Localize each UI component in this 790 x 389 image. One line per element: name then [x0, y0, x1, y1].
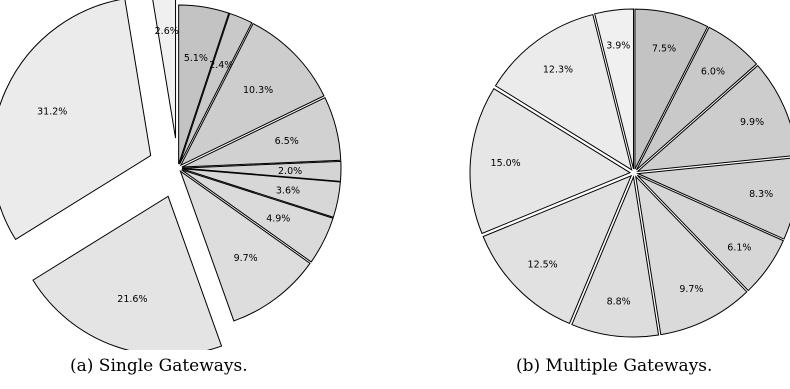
slice-label-1-3: 8.3% [749, 189, 773, 200]
pie-slice-1-4 [636, 174, 784, 292]
pie-slice-0-5 [181, 168, 341, 218]
pie-charts: 5.1%2.4% 10.3% 6.5% 2.0% 3.6% 4.9% 9.7% 21.6% 31… [0, 0, 790, 350]
pie-slice-1-2 [636, 64, 790, 173]
slice-label-1-0: 7.5% [652, 43, 676, 54]
pie-slice-1-7 [482, 174, 633, 325]
slice-label-0-3: 6.5% [275, 136, 299, 147]
slice-label-0-1: 2.4% [209, 60, 233, 71]
pie-slice-0-1 [179, 12, 253, 165]
slice-label-0-4: 2.0% [278, 166, 302, 177]
pie-slice-0-2 [179, 22, 325, 167]
pie-slice-1-6 [571, 175, 660, 338]
slice-label-0-7: 9.7% [234, 253, 258, 264]
slice-label-1-10: 3.9% [606, 41, 630, 52]
pie-slice-1-8 [469, 87, 632, 235]
slice-label-1-7: 12.5% [528, 259, 558, 270]
slice-label-1-4: 6.1% [727, 243, 751, 254]
pie-slice-1-3 [636, 157, 790, 240]
slice-label-0-2: 10.3% [243, 85, 273, 96]
slice-label-0-10: 2.6% [155, 26, 179, 37]
pie-chart-multiple-gateways: 7.5% 6.0% 9.9% 8.3% 6.1% 9.7% 8.8% 12.5% 15.0% 12… [469, 8, 790, 338]
pie-slice-0-4 [181, 160, 342, 182]
slice-label-1-2: 9.9% [740, 117, 764, 128]
pie-slice-1-9 [494, 13, 633, 171]
pie-slice-0-0 [178, 4, 230, 165]
pie-slice-1-1 [636, 26, 758, 171]
slice-label-0-8: 21.6% [117, 294, 147, 305]
slice-label-0-5: 3.6% [276, 185, 300, 196]
slice-label-1-6: 8.8% [607, 296, 631, 307]
slice-label-0-0: 5.1% [184, 53, 208, 64]
pie-slice-0-7 [179, 169, 311, 322]
pie-slice-0-3 [181, 97, 342, 168]
pie-slice-1-5 [635, 175, 748, 336]
pie-slice-0-6 [181, 169, 334, 263]
slice-label-1-9: 12.3% [543, 65, 573, 76]
slice-label-0-9: 31.2% [37, 106, 67, 117]
slice-label-1-1: 6.0% [701, 67, 725, 78]
pie-slice-1-0 [634, 8, 709, 170]
pie-slice-1-10 [594, 8, 635, 170]
slice-label-1-5: 9.7% [679, 284, 703, 295]
pie-chart-single-gateways: 5.1%2.4% 10.3% 6.5% 2.0% 3.6% 4.9% 9.7% 21.6% 31… [0, 0, 342, 350]
caption-single-gateways: (a) Single Gateways. [70, 356, 248, 376]
slice-label-0-6: 4.9% [266, 214, 290, 225]
pie-slice-0-8 [32, 195, 223, 350]
caption-multiple-gateways: (b) Multiple Gateways. [516, 356, 713, 376]
pie-slice-0-9 [0, 0, 152, 241]
pie-slice-0-10 [152, 0, 177, 139]
slice-label-1-8: 15.0% [491, 158, 521, 169]
